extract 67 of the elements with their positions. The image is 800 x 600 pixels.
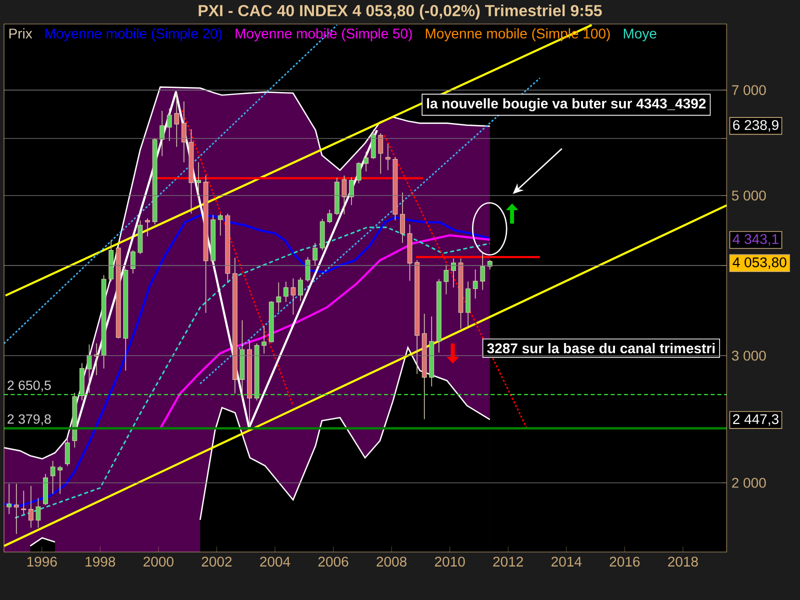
candlestick <box>290 278 296 316</box>
text: Moyenne mobile (Simple 50) <box>236 28 412 42</box>
candlestick <box>400 192 405 244</box>
candlestick <box>356 162 362 184</box>
candlestick <box>28 485 34 528</box>
text: 4 053,80 <box>732 257 786 269</box>
candlestick <box>370 129 376 160</box>
y-tick-label: 3 000 <box>732 350 766 361</box>
chart-title: PXI - CAC 40 INDEX 4 053,80 (-0,02%) Trimestriel 9:55 <box>198 4 602 20</box>
candlestick <box>364 151 369 172</box>
candlestick <box>160 110 165 157</box>
x-tick-label: 2014 <box>552 556 582 567</box>
candlestick <box>166 108 172 142</box>
candlestick <box>50 460 56 494</box>
x-tick-label: 2006 <box>318 556 348 567</box>
candlestick <box>86 344 92 394</box>
candlestick <box>312 242 318 266</box>
x-tick-label: 2016 <box>610 556 640 567</box>
x-tick-label: 2000 <box>144 556 174 567</box>
candlestick <box>305 256 310 282</box>
text: Moye <box>624 28 656 42</box>
candlestick <box>385 143 390 171</box>
y-tick-label: 2 000 <box>732 478 766 488</box>
x-tick-label: 2002 <box>202 556 232 567</box>
candlestick <box>283 281 288 302</box>
candlestick <box>262 325 267 354</box>
y-tick-label: 5 000 <box>732 190 766 201</box>
text: 6 238,9 <box>733 120 778 132</box>
text: 4 343,1 <box>732 234 778 246</box>
candlestick <box>466 281 471 328</box>
candlestick <box>145 218 150 237</box>
ref-line-label: 2 650,5 <box>8 380 51 392</box>
candlestick <box>6 483 12 515</box>
candlestick <box>451 258 456 288</box>
candlestick <box>21 490 26 515</box>
x-tick-label: 2010 <box>434 556 465 567</box>
candlestick <box>36 498 41 528</box>
x-tick-label: 1996 <box>27 556 57 567</box>
candlestick <box>444 264 449 295</box>
candlestick <box>378 132 384 174</box>
x-tick-label: 2004 <box>260 556 290 567</box>
x-tick-label: 2012 <box>493 556 523 567</box>
x-tick-label: 1998 <box>86 556 116 567</box>
candlestick <box>174 92 180 148</box>
candlestick <box>196 162 201 200</box>
annotation: la nouvelle bougie va buter sur 4343_4392 <box>427 98 706 112</box>
candlestick <box>276 282 282 312</box>
y-tick-label: 7 000 <box>732 85 766 96</box>
candlestick <box>181 101 186 163</box>
candlestick <box>130 250 136 274</box>
ref-line-label: 2 379,8 <box>8 414 51 426</box>
candlestick <box>298 277 303 302</box>
x-tick-label: 2008 <box>376 556 407 567</box>
candlestick <box>64 438 70 466</box>
x-tick-label: 2018 <box>668 556 698 567</box>
candlestick <box>58 466 63 494</box>
candlestick <box>327 209 332 224</box>
annotation: 3287 sur la base du canal trimestri <box>487 343 715 354</box>
text: 2 447,3 <box>733 414 778 426</box>
candlestick <box>480 252 486 290</box>
text: Moyenne mobile (Simple 20) <box>46 28 222 42</box>
candlestick <box>14 483 19 534</box>
candlestick <box>342 175 347 215</box>
text: Prix <box>9 28 32 38</box>
candlestick <box>349 176 354 206</box>
candlestick <box>472 269 478 299</box>
candlestick <box>218 213 223 236</box>
